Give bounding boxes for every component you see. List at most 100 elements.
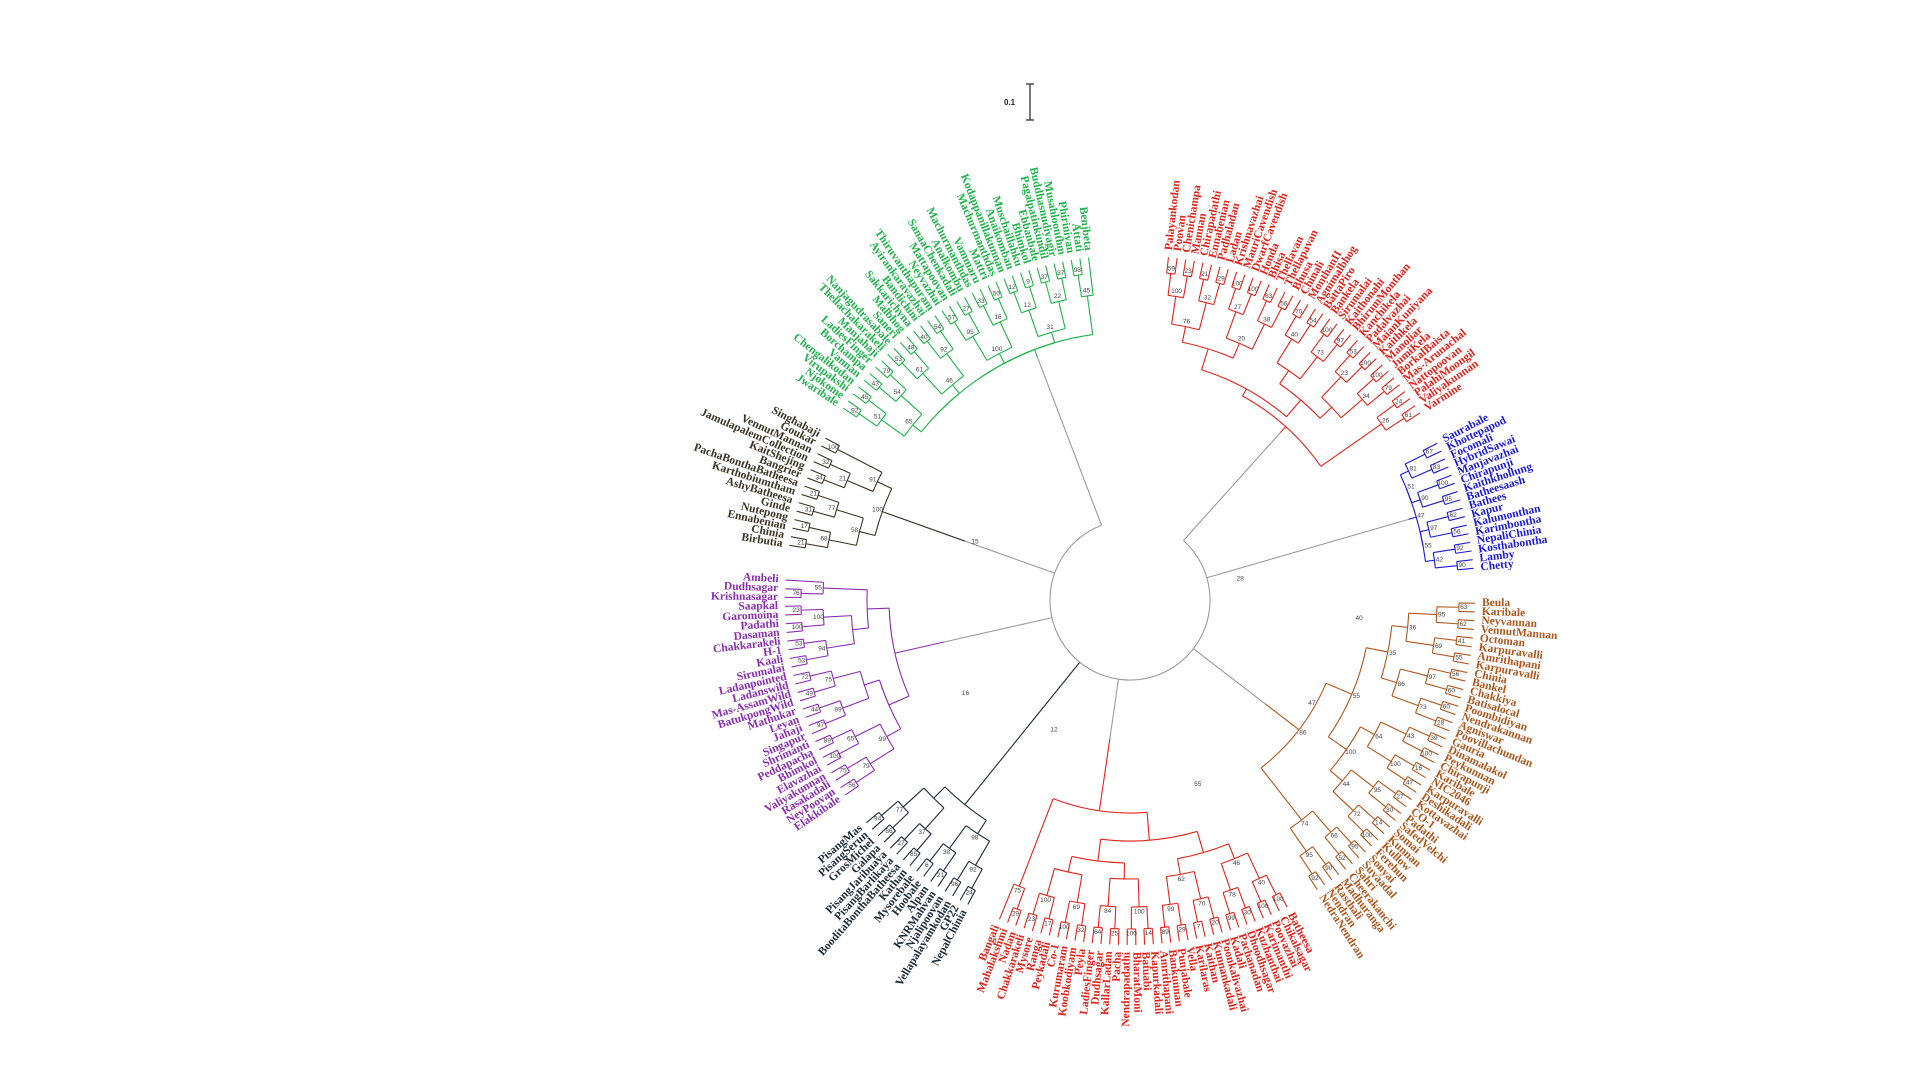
support-value: 61 — [916, 366, 924, 373]
tree-branch — [1201, 348, 1209, 371]
tree-branch — [1018, 798, 1054, 887]
tree-branch — [833, 502, 840, 518]
tree-branch — [808, 526, 831, 533]
support-value: 100 — [1040, 897, 1051, 904]
tree-branch — [1322, 861, 1330, 868]
tree-branch — [900, 342, 912, 355]
support-value: 44 — [811, 706, 819, 713]
support-value: 92 — [1311, 875, 1319, 882]
tree-branch — [1254, 280, 1262, 296]
backbone-branch — [1193, 648, 1266, 704]
tree-branch — [1279, 370, 1290, 385]
backbone-branch — [964, 540, 1055, 574]
tree-branch — [854, 723, 881, 738]
tree-branch — [1406, 412, 1421, 423]
tree-branch — [802, 639, 805, 648]
support-value: 79 — [883, 368, 891, 375]
tree-branch — [1419, 529, 1429, 533]
support-value: 51 — [874, 414, 882, 421]
tree-branch — [837, 448, 883, 473]
tree-branch — [1454, 652, 1471, 656]
tree-branch — [1382, 809, 1396, 821]
tree-branch — [1347, 815, 1364, 833]
support-value: 39 — [1430, 735, 1438, 742]
tree-branch — [1279, 426, 1287, 434]
tree-branch — [1013, 883, 1025, 889]
tree-branch — [869, 373, 883, 385]
leaf-label: Amrithapani — [1157, 950, 1175, 1016]
support-value: 63 — [1460, 604, 1468, 611]
tree-branch — [930, 868, 941, 882]
support-value: 72 — [1353, 811, 1361, 818]
tree-branch — [1391, 625, 1408, 628]
support-value: 58 — [851, 527, 859, 534]
tree-branch — [916, 833, 932, 852]
tree-branch — [869, 748, 895, 765]
support-value: 35 — [1389, 650, 1397, 657]
support-value: 64 — [1094, 929, 1102, 936]
tree-branch — [1354, 840, 1366, 853]
tree-branch — [1016, 888, 1026, 910]
tree-branch — [823, 615, 852, 618]
support-value: 72 — [801, 674, 809, 681]
support-value: 43 — [1407, 733, 1415, 740]
tree-branch — [1452, 652, 1456, 662]
support-value: 55 — [1455, 655, 1463, 662]
tree-branch — [920, 392, 960, 433]
tree-branch — [1400, 470, 1409, 476]
tree-branch — [1217, 916, 1223, 933]
tree-branch — [1107, 878, 1111, 907]
tree-branch — [965, 332, 980, 341]
tree-branch — [805, 543, 828, 549]
tree-branch — [1453, 660, 1470, 665]
support-value: 95 — [1438, 611, 1446, 618]
support-value: 17 — [1044, 920, 1052, 927]
tree-branch — [789, 655, 806, 659]
tree-branch — [1419, 754, 1435, 763]
support-value: 60 — [1448, 687, 1456, 694]
tree-branch — [804, 485, 820, 492]
support-value: 97 — [817, 722, 825, 729]
tree-branch — [1143, 928, 1146, 945]
support-value: 73 — [1419, 704, 1427, 711]
tree-branch — [1228, 288, 1237, 310]
tree-branch — [892, 812, 909, 829]
support-value: 15 — [971, 539, 979, 546]
tree-branch — [818, 742, 834, 751]
support-value: 26 — [1382, 418, 1390, 425]
tree-branch — [1306, 308, 1316, 323]
tree-branch — [1279, 892, 1288, 908]
leaf-label: Nendrapadathi — [1120, 951, 1133, 1027]
support-value: 38 — [943, 849, 951, 856]
tree-branch — [803, 639, 826, 644]
tree-branch — [888, 695, 910, 706]
tree-branch — [939, 330, 954, 350]
tree-branch — [898, 359, 906, 367]
support-value: 99 — [1228, 915, 1236, 922]
leaf-label: Dudhsagar — [724, 580, 779, 594]
tree-branch — [1325, 682, 1353, 695]
tree-branch — [1184, 924, 1189, 941]
tree-branch — [1174, 258, 1178, 275]
tree-branch — [1382, 803, 1389, 811]
tree-branch — [956, 861, 970, 881]
tree-branch — [1422, 450, 1428, 459]
tree-branch — [1045, 265, 1051, 282]
backbone-branch — [1036, 356, 1103, 526]
tree-branch — [1226, 337, 1253, 350]
support-value: 40 — [1291, 332, 1299, 339]
support-value: 46 — [1233, 860, 1241, 867]
support-value: 90 — [1459, 562, 1467, 569]
tree-branch — [912, 424, 922, 433]
tree-branch — [1407, 776, 1422, 786]
tree-branch — [830, 670, 836, 687]
tree-branch — [1435, 606, 1438, 623]
tree-branch — [998, 353, 1005, 364]
support-value: 62 — [1460, 621, 1468, 628]
tree-branch — [924, 807, 945, 830]
tree-branch — [1246, 277, 1254, 293]
support-value: 29 — [1012, 910, 1020, 917]
tree-branch — [796, 510, 813, 516]
tree-branch — [1271, 896, 1280, 912]
tree-branch — [1375, 370, 1389, 383]
